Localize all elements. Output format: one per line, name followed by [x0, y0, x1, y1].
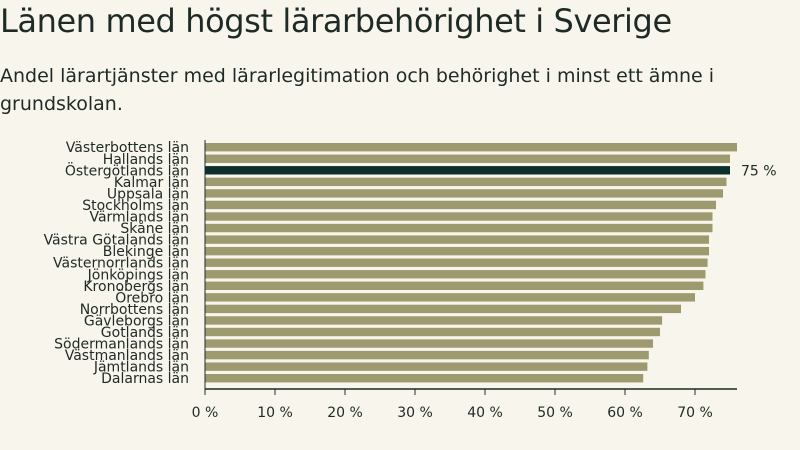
category-label: Jönköpings län — [87, 267, 189, 283]
category-label: Norrbottens län — [80, 302, 189, 318]
bar — [205, 246, 709, 256]
category-label: Värmlands län — [89, 210, 189, 226]
x-tick-label: 50 % — [537, 405, 573, 421]
category-label: Uppsala län — [107, 186, 189, 202]
bar — [205, 166, 730, 175]
category-label: Västra Götalands län — [44, 233, 189, 249]
bar — [205, 350, 649, 360]
bar — [205, 304, 681, 314]
category-label: Gotlands län — [101, 325, 189, 341]
category-label: Hallands län — [103, 152, 189, 168]
x-tick-label: 0 % — [192, 405, 219, 421]
category-label: Jämtlands län — [93, 360, 189, 376]
bar — [205, 293, 695, 302]
bar — [205, 258, 708, 267]
bar — [205, 154, 730, 163]
category-label: Kronobergs län — [83, 279, 189, 295]
bar — [205, 362, 648, 371]
bar — [205, 200, 716, 210]
bar — [205, 177, 727, 187]
category-label: Västernorrlands län — [53, 256, 189, 272]
category-label: Östergötlands län — [65, 161, 189, 179]
category-label: Stockholms län — [82, 198, 189, 214]
category-label: Skåne län — [120, 220, 189, 237]
x-tick-label: 20 % — [327, 405, 363, 421]
bar — [205, 316, 663, 325]
category-label: Kalmar län — [114, 175, 189, 191]
bar — [205, 235, 709, 244]
data-label: 75 % — [741, 163, 777, 179]
chart-subtitle: Andel lärartjänster med lärarlegitimatio… — [0, 65, 715, 115]
bar — [205, 189, 723, 198]
bar — [205, 223, 713, 233]
chart-title: Länen med högst lärarbehörighet i Sverig… — [0, 2, 672, 40]
category-label: Örebro län — [115, 288, 189, 306]
x-tick-label: 40 % — [467, 405, 503, 421]
x-tick-label: 30 % — [397, 405, 433, 421]
x-tick-label: 60 % — [607, 405, 643, 421]
category-label: Västmanlands län — [65, 348, 189, 364]
category-label: Södermanlands län — [54, 337, 189, 353]
x-tick-label: 10 % — [257, 405, 293, 421]
category-label: Dalarnas län — [101, 371, 189, 387]
bar — [205, 212, 713, 221]
category-label: Gävleborgs län — [84, 313, 189, 329]
category-label: Västerbottens län — [66, 140, 189, 156]
bar — [205, 374, 644, 383]
bar — [205, 270, 706, 279]
bar — [205, 339, 653, 348]
bar — [205, 327, 660, 337]
category-label: Blekinge län — [103, 244, 189, 260]
bar — [205, 281, 704, 290]
bar — [205, 143, 737, 152]
x-tick-label: 70 % — [677, 405, 713, 421]
